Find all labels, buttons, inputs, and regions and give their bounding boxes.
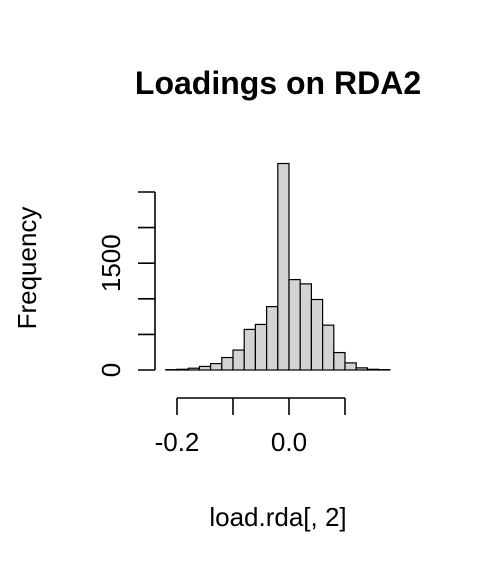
y-tick-label-0: 0 bbox=[96, 363, 126, 377]
histogram-bar-16 bbox=[345, 363, 356, 370]
histogram-bar-9 bbox=[267, 307, 278, 370]
y-tick-label-1: 1500 bbox=[96, 234, 126, 292]
histogram-bar-11 bbox=[289, 280, 300, 370]
x-axis: -0.2 0.0 bbox=[155, 398, 345, 457]
x-axis-label: load.rda[, 2] bbox=[209, 502, 346, 532]
y-axis-label: Frequency bbox=[12, 207, 42, 330]
chart-title: Loadings on RDA2 bbox=[135, 65, 421, 101]
histogram-bar-6 bbox=[233, 350, 244, 370]
histogram-bar-17 bbox=[356, 368, 367, 370]
histogram-bar-13 bbox=[311, 300, 322, 370]
histogram-bar-4 bbox=[211, 364, 222, 370]
y-axis: 0 1500 bbox=[96, 192, 155, 377]
histogram-bar-10 bbox=[278, 164, 289, 370]
histogram-bar-8 bbox=[255, 324, 266, 370]
histogram-bar-12 bbox=[300, 284, 311, 370]
histogram-bar-18 bbox=[367, 369, 378, 370]
histogram-bar-1 bbox=[177, 369, 188, 370]
histogram-bar-15 bbox=[334, 353, 345, 370]
x-tick-label-0: -0.2 bbox=[155, 427, 200, 457]
histogram-bar-5 bbox=[222, 358, 233, 370]
histogram-bars bbox=[166, 164, 390, 370]
x-tick-label-1: 0.0 bbox=[271, 427, 307, 457]
histogram-bar-3 bbox=[199, 366, 210, 370]
histogram-bar-2 bbox=[188, 368, 199, 370]
histogram-bar-7 bbox=[244, 329, 255, 370]
histogram-bar-14 bbox=[323, 325, 334, 370]
